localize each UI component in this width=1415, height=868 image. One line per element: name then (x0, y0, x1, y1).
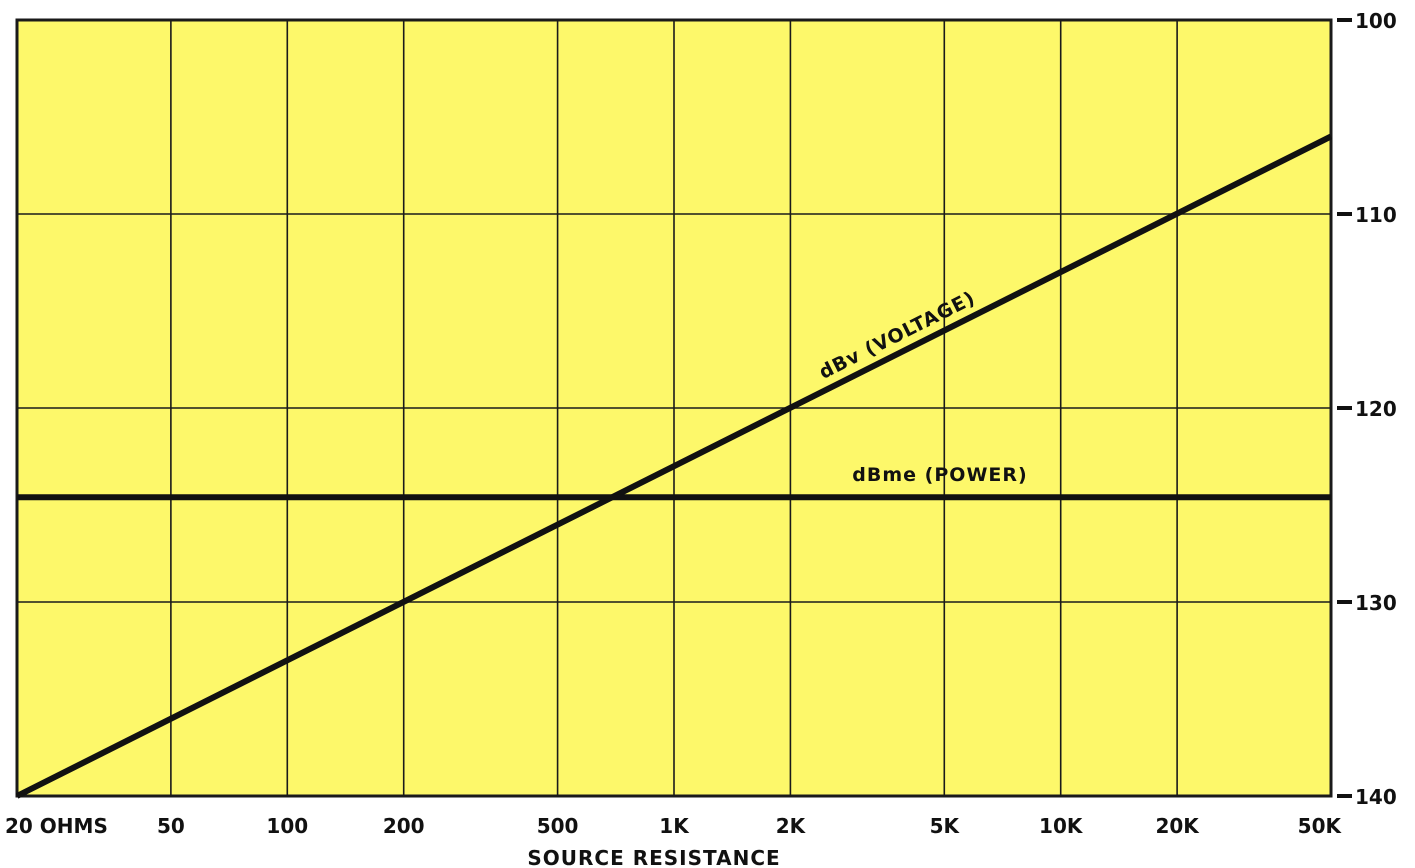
x-tick-label: 2K (776, 814, 807, 838)
y-tick-label: 110 (1355, 203, 1397, 227)
x-tick-label: 20K (1155, 814, 1200, 838)
x-tick-label: 50 (157, 814, 185, 838)
x-tick-label: 50K (1298, 814, 1343, 838)
x-tick-label: 100 (266, 814, 308, 838)
y-axis: 100 110 120 130 140 (1337, 9, 1397, 809)
y-tick-label: 130 (1355, 591, 1397, 615)
y-tick-label: 120 (1355, 397, 1397, 421)
series-line (15, 133, 1333, 799)
plot-frame (15, 18, 1333, 798)
x-axis-title: SOURCE RESISTANCE (527, 846, 780, 868)
x-tick-label: 200 (383, 814, 425, 838)
x-axis: 20 OHMS 50 100 200 500 1K 2K 5K 10K 20K 50K (5, 814, 1342, 838)
x-tick-label: 20 OHMS (5, 814, 108, 838)
x-tick-label: 10K (1039, 814, 1084, 838)
series-label: dBme (POWER) (852, 464, 1027, 486)
y-tick-label: 140 (1355, 785, 1397, 809)
series (15, 133, 1333, 799)
y-tick-label: 100 (1355, 9, 1397, 33)
x-tick-label: 5K (930, 814, 961, 838)
x-tick-label: 500 (537, 814, 579, 838)
x-tick-label: 1K (659, 814, 690, 838)
